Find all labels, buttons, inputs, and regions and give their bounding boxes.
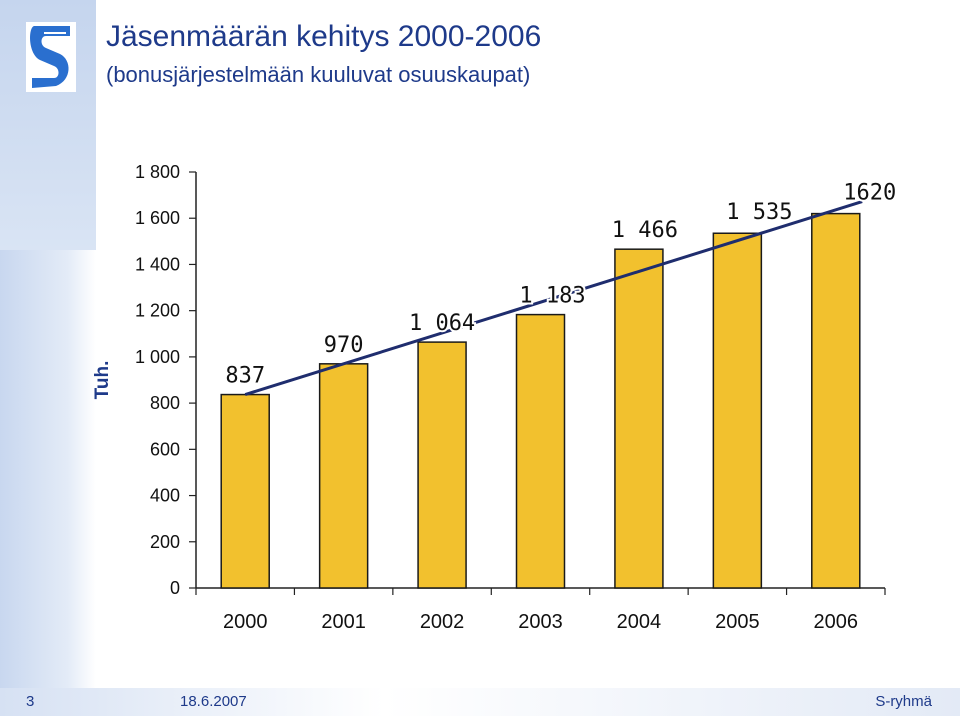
data-label: 1 535 xyxy=(726,200,792,225)
x-tick-label: 2006 xyxy=(814,611,859,633)
chart-bars xyxy=(220,212,861,589)
footer-date: 18.6.2007 xyxy=(180,693,247,710)
y-tick-label: 1 600 xyxy=(135,208,180,228)
data-label: 1 466 xyxy=(612,218,678,243)
y-tick-label: 800 xyxy=(150,393,180,413)
footer-brand: S-ryhmä xyxy=(875,693,932,710)
bar xyxy=(712,232,763,589)
x-tick-label: 2000 xyxy=(223,611,268,633)
bar xyxy=(614,248,664,589)
page-title: Jäsenmäärän kehitys 2000-2006 xyxy=(106,20,542,53)
x-tick-label: 2005 xyxy=(715,611,760,633)
data-label: 970 xyxy=(324,333,364,358)
bar xyxy=(515,313,566,589)
x-tick-label: 2002 xyxy=(420,611,465,633)
data-label: 1 064 xyxy=(409,311,475,336)
y-axis-label: Tuh. xyxy=(92,361,113,400)
data-label: 1620 xyxy=(843,181,896,206)
y-tick-label: 0 xyxy=(170,578,180,598)
y-tick-label: 600 xyxy=(150,439,180,459)
y-tick-label: 1 000 xyxy=(135,347,180,367)
s-logo-icon xyxy=(26,22,76,92)
y-tick-label: 400 xyxy=(150,486,180,506)
y-tick-label: 1 800 xyxy=(135,162,180,182)
bottom-band xyxy=(0,688,960,716)
x-tick-label: 2003 xyxy=(518,611,563,633)
chart-trend-line xyxy=(244,200,863,396)
page-subtitle: (bonusjärjestelmään kuuluvat osuuskaupat… xyxy=(106,62,531,87)
y-tick-label: 1 200 xyxy=(135,301,180,321)
chart-axes xyxy=(189,171,886,595)
page-number: 3 xyxy=(26,693,35,710)
bar xyxy=(220,393,270,589)
bar xyxy=(417,341,467,589)
data-label: 1 183 xyxy=(519,284,585,309)
chart-labels: 0 200 400 600 800 1 000 1 200 1 400 1 600 1 800 Tu… xyxy=(92,162,898,633)
x-tick-label: 2001 xyxy=(321,611,366,633)
y-tick-label: 1 400 xyxy=(135,254,180,274)
y-tick-label: 200 xyxy=(150,532,180,552)
bar xyxy=(318,363,369,589)
trend-line xyxy=(244,200,863,396)
x-tick-label: 2004 xyxy=(617,611,662,633)
data-label: 837 xyxy=(225,364,265,389)
bar xyxy=(811,212,861,589)
